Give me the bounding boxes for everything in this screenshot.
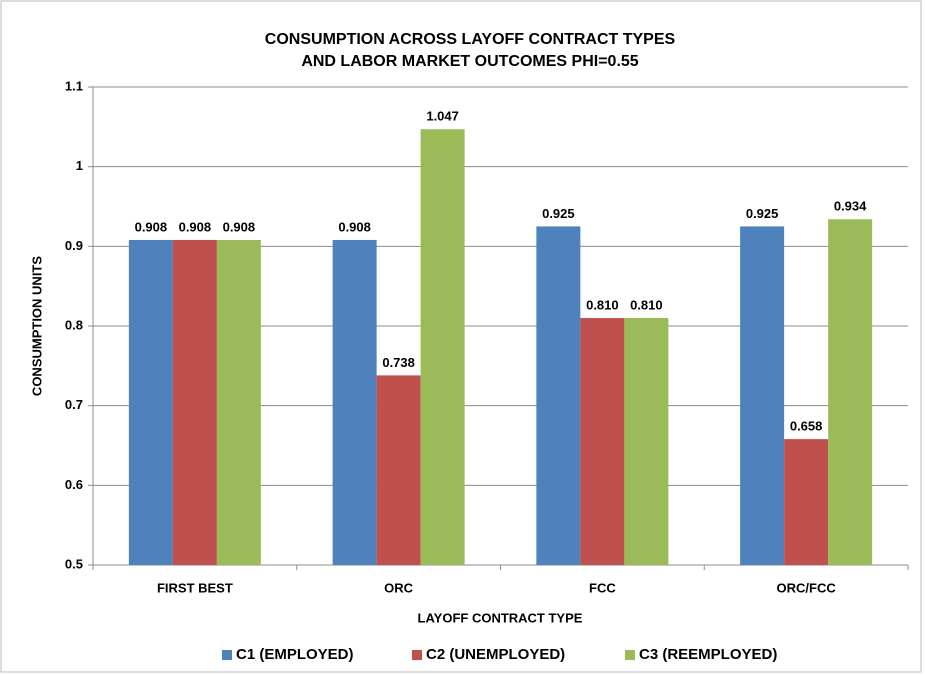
value-label: 0.925 — [542, 206, 575, 221]
y-tick-label: 0.8 — [65, 317, 83, 332]
value-label: 0.908 — [179, 219, 212, 234]
bar — [784, 439, 829, 565]
value-label: 0.738 — [382, 355, 415, 370]
value-label: 0.810 — [586, 297, 619, 312]
bar — [172, 239, 217, 565]
bar — [624, 318, 669, 565]
value-label: 0.810 — [630, 297, 663, 312]
chart-subtitle: AND LABOR MARKET OUTCOMES PHI=0.55 — [301, 53, 638, 70]
y-tick-label: 1 — [76, 158, 83, 173]
y-tick-label: 1.1 — [65, 78, 83, 93]
bar — [376, 375, 421, 565]
bar — [420, 129, 465, 565]
legend-swatch — [412, 650, 422, 660]
legend-label: C1 (EMPLOYED) — [236, 646, 354, 663]
bar — [128, 239, 173, 565]
bar — [536, 226, 581, 565]
bar — [580, 318, 625, 565]
x-tick-label: ORC — [384, 580, 414, 595]
value-label: 1.047 — [426, 109, 459, 124]
legend-label: C3 (REEMPLOYED) — [639, 646, 777, 663]
y-axis-title: CONSUMPTION UNITS — [29, 256, 44, 396]
y-tick-label: 0.7 — [65, 397, 83, 412]
x-axis-title: LAYOFF CONTRACT TYPE — [418, 610, 583, 625]
value-label: 0.908 — [135, 219, 168, 234]
bar — [216, 239, 261, 565]
value-label: 0.934 — [834, 199, 867, 214]
value-label: 0.908 — [338, 219, 371, 234]
chart-title: CONSUMPTION ACROSS LAYOFF CONTRACT TYPES — [265, 31, 676, 48]
y-tick-label: 0.6 — [65, 477, 83, 492]
value-label: 0.658 — [790, 419, 823, 434]
value-label: 0.925 — [746, 206, 779, 221]
y-tick-label: 0.5 — [65, 556, 83, 571]
value-label: 0.908 — [223, 219, 256, 234]
bar — [332, 239, 377, 565]
bar — [740, 226, 785, 565]
legend-swatch — [222, 650, 232, 660]
bar — [828, 219, 873, 565]
legend-label: C2 (UNEMPLOYED) — [426, 646, 565, 663]
x-tick-label: FIRST BEST — [157, 580, 233, 595]
x-tick-label: FCC — [589, 580, 616, 595]
x-tick-label: ORC/FCC — [777, 580, 837, 595]
legend-swatch — [625, 650, 635, 660]
y-tick-label: 0.9 — [65, 238, 83, 253]
